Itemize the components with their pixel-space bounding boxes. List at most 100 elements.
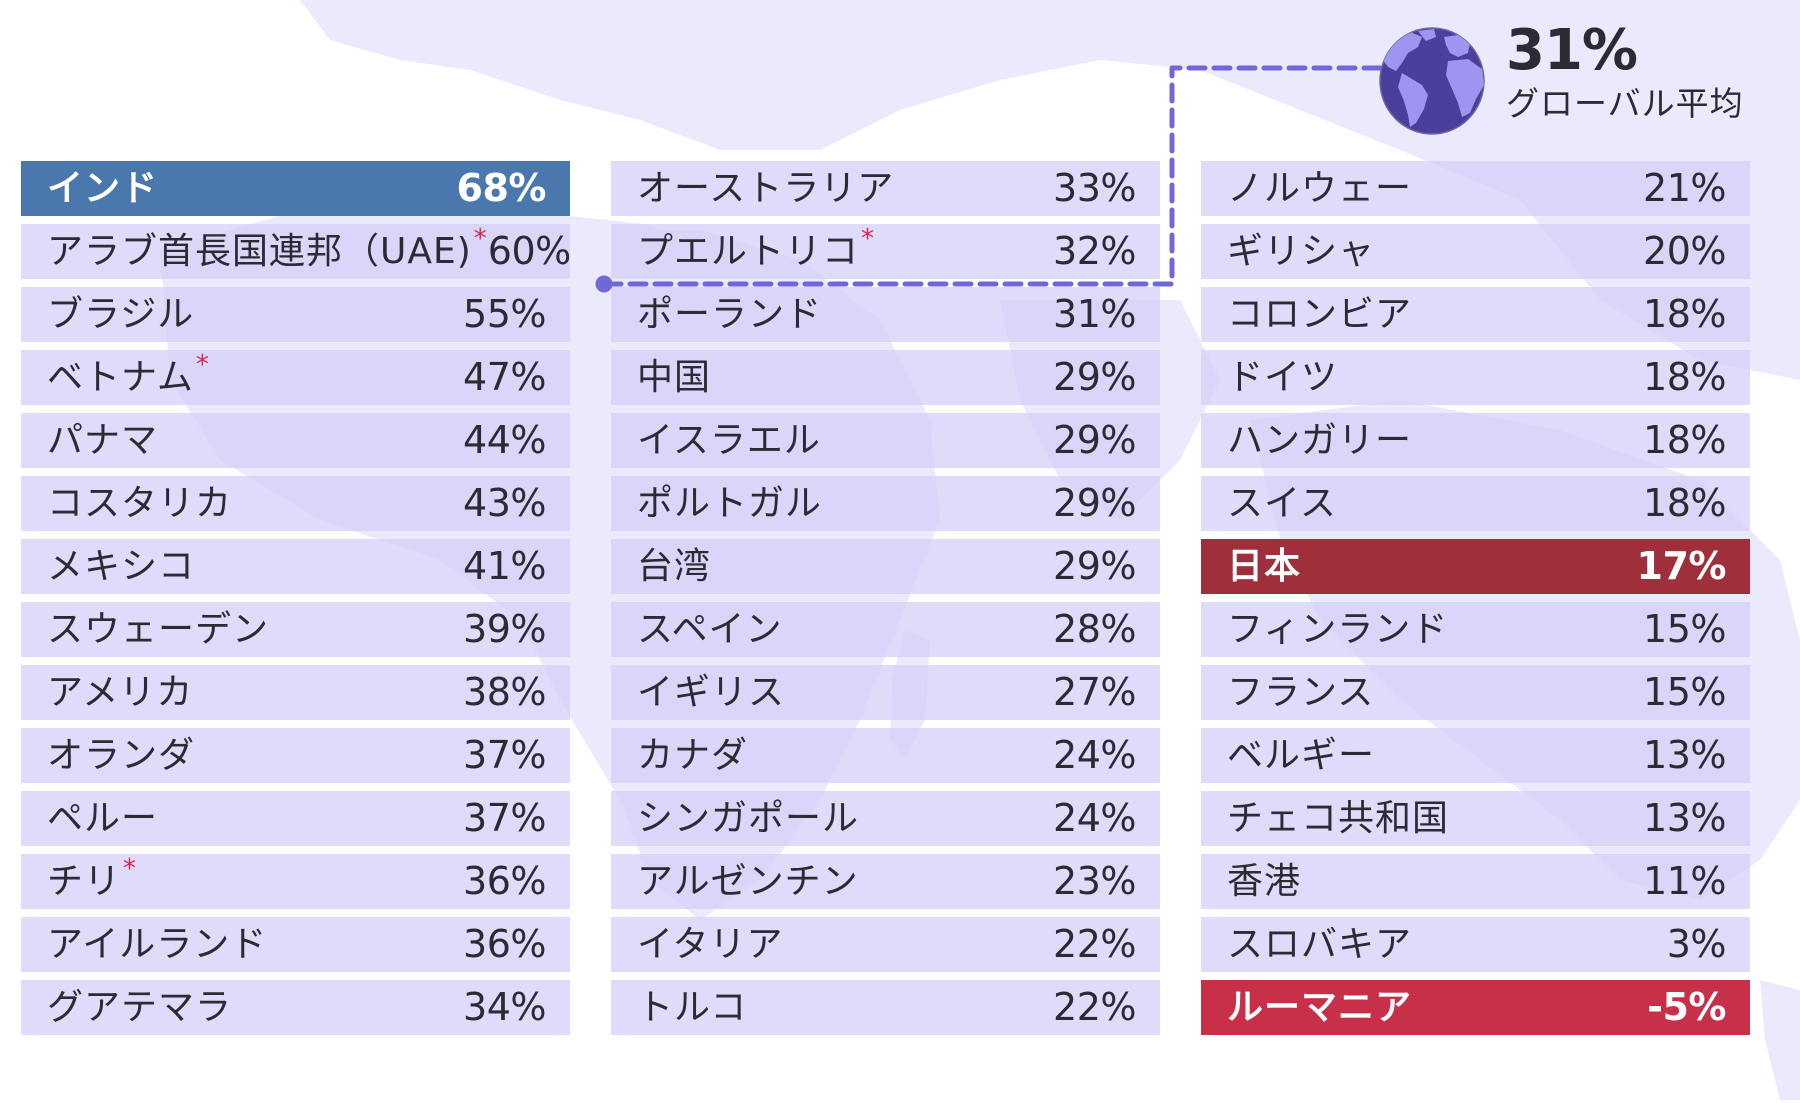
country-row: スロバキア 3% xyxy=(1201,917,1750,972)
country-label: 香港 xyxy=(1227,861,1302,902)
country-value: 13% xyxy=(1643,796,1726,840)
country-label: ルーマニア xyxy=(1227,987,1413,1028)
country-value: 29% xyxy=(1053,355,1136,399)
country-label: アラブ首長国連邦（UAE) xyxy=(47,231,472,272)
country-label: オランダ xyxy=(47,735,196,776)
country-label: フィンランド xyxy=(1227,609,1449,650)
country-value: 22% xyxy=(1053,922,1136,966)
country-row: ギリシャ 20% xyxy=(1201,224,1750,279)
asterisk-marker: * xyxy=(473,224,488,254)
country-name: アメリカ xyxy=(47,665,195,720)
country-name: イタリア xyxy=(637,917,786,972)
country-row: 香港 11% xyxy=(1201,854,1750,909)
country-label: フランス xyxy=(1227,672,1375,713)
country-label: イスラエル xyxy=(637,420,821,461)
country-value: 29% xyxy=(1053,418,1136,462)
country-name: トルコ xyxy=(637,980,749,1035)
country-label: シンガポール xyxy=(637,798,860,839)
country-name: ポルトガル xyxy=(637,476,824,531)
global-average-value: 31% xyxy=(1506,18,1638,83)
global-average-label: グローバル平均 xyxy=(1506,84,1744,123)
country-name: スロバキア xyxy=(1227,917,1414,972)
country-name: 中国 xyxy=(637,350,713,405)
country-name: ドイツ xyxy=(1227,350,1340,405)
country-value: 27% xyxy=(1053,670,1136,714)
country-name: オランダ xyxy=(47,728,197,783)
country-value: 33% xyxy=(1053,166,1136,210)
country-label: 日本 xyxy=(1227,546,1302,587)
country-label: 台湾 xyxy=(637,546,712,587)
country-value: 13% xyxy=(1643,733,1726,777)
country-value: 18% xyxy=(1643,355,1726,399)
global-average: 31% グローバル平均 xyxy=(1506,20,1744,126)
country-label: ブラジル xyxy=(47,294,195,335)
country-row: コスタリカ 43% xyxy=(21,476,570,531)
country-label: アメリカ xyxy=(47,672,194,713)
country-row: ベトナム * 47% xyxy=(21,350,570,405)
asterisk-marker: * xyxy=(861,224,876,254)
country-name: スイス xyxy=(1227,476,1339,531)
country-label: プエルトリコ xyxy=(637,231,860,272)
country-row: プエルトリコ * 32% xyxy=(611,224,1160,279)
country-label: スウェーデン xyxy=(47,609,270,650)
country-name: スウェーデン xyxy=(47,602,271,657)
country-row: 台湾 29% xyxy=(611,539,1160,594)
globe-icon xyxy=(1378,27,1486,135)
country-row: ポーランド 31% xyxy=(611,287,1160,342)
country-label: グアテマラ xyxy=(47,987,233,1028)
country-value: 29% xyxy=(1053,481,1136,525)
country-value: 18% xyxy=(1643,418,1726,462)
country-label: スロバキア xyxy=(1227,924,1413,965)
country-name: アラブ首長国連邦（UAE) * xyxy=(47,224,488,279)
country-value: 47% xyxy=(463,355,546,399)
country-row: ベルギー 13% xyxy=(1201,728,1750,783)
country-value: 37% xyxy=(463,733,546,777)
country-value: 37% xyxy=(463,796,546,840)
country-row: スイス 18% xyxy=(1201,476,1750,531)
country-name: インド xyxy=(47,161,160,216)
country-row: コロンビア 18% xyxy=(1201,287,1750,342)
country-name: ブラジル xyxy=(47,287,196,342)
country-row: シンガポール 24% xyxy=(611,791,1160,846)
country-label: ポーランド xyxy=(637,294,823,335)
country-value: 24% xyxy=(1053,733,1136,777)
country-name: ベルギー xyxy=(1227,728,1377,783)
country-value: 22% xyxy=(1053,985,1136,1029)
country-row: フィンランド 15% xyxy=(1201,602,1750,657)
country-name: ギリシャ xyxy=(1227,224,1377,279)
country-name: フランス xyxy=(1227,665,1376,720)
country-label: ペルー xyxy=(47,798,159,839)
country-row: スペイン 28% xyxy=(611,602,1160,657)
country-value: 39% xyxy=(463,607,546,651)
country-value: 68% xyxy=(456,166,547,210)
country-row: イギリス 27% xyxy=(611,665,1160,720)
country-name: 日本 xyxy=(1227,539,1303,594)
country-row: アラブ首長国連邦（UAE) * 60% xyxy=(21,224,571,279)
country-label: ベトナム xyxy=(47,357,194,398)
country-value: 60% xyxy=(487,229,571,273)
country-row: ペルー 37% xyxy=(21,791,570,846)
country-name: イギリス xyxy=(637,665,787,720)
country-label: カナダ xyxy=(637,735,749,776)
country-value: 36% xyxy=(463,922,546,966)
country-row: ハンガリー 18% xyxy=(1201,413,1750,468)
asterisk-marker: * xyxy=(123,854,138,884)
country-value: 23% xyxy=(1053,859,1136,903)
asterisk-marker: * xyxy=(195,350,210,380)
country-name: カナダ xyxy=(637,728,750,783)
country-row: ブラジル 55% xyxy=(21,287,570,342)
country-row: パナマ 44% xyxy=(21,413,570,468)
country-name: コスタリカ xyxy=(47,476,234,531)
country-row: ポルトガル 29% xyxy=(611,476,1160,531)
country-name: パナマ xyxy=(47,413,160,468)
country-name: チリ * xyxy=(47,854,137,909)
country-name: コロンビア xyxy=(1227,287,1414,342)
country-name: チェコ共和国 xyxy=(1227,791,1451,846)
country-label: アイルランド xyxy=(47,924,268,965)
country-name: オーストラリア xyxy=(637,161,896,216)
country-label: コロンビア xyxy=(1227,294,1413,335)
country-label: メキシコ xyxy=(47,546,196,587)
country-value: 55% xyxy=(463,292,546,336)
country-value: 32% xyxy=(1053,229,1136,273)
country-label: アルゼンチン xyxy=(637,861,859,902)
